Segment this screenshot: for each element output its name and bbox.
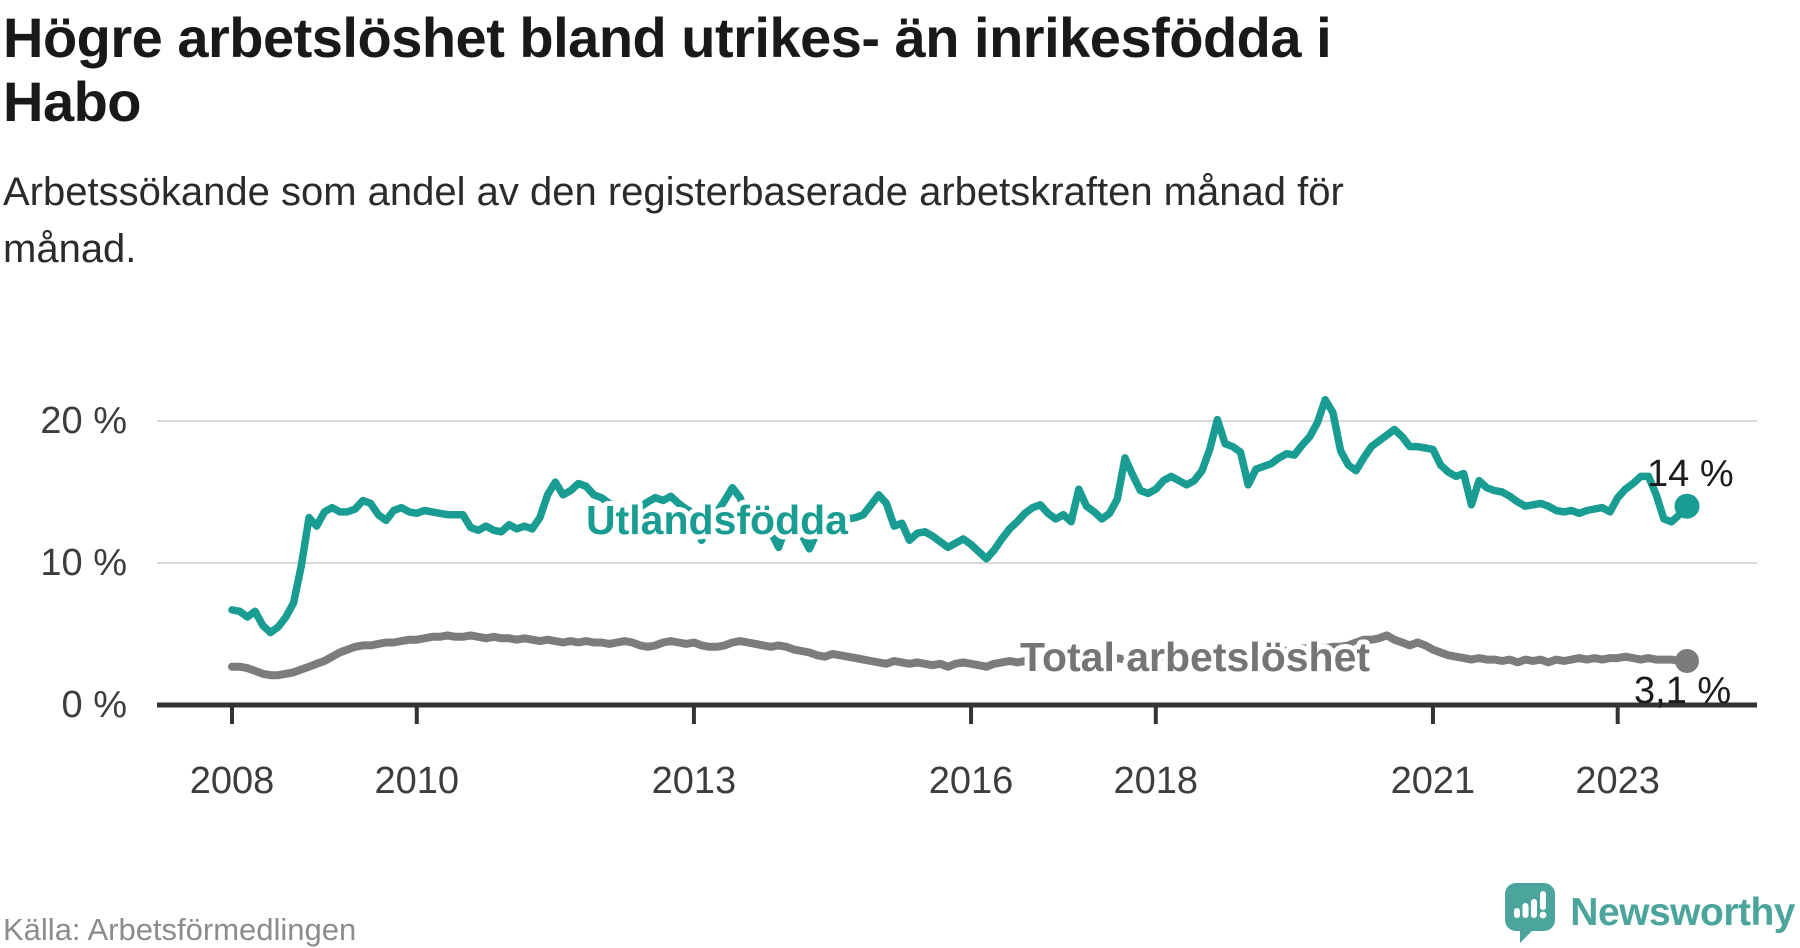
newsworthy-logo-icon	[1505, 883, 1556, 943]
subtitle-line-2: månad.	[3, 227, 137, 271]
x-axis-label: 2023	[1575, 760, 1660, 802]
series-line-utlandsfodda	[228, 395, 1691, 637]
series-end-dot-total	[1675, 649, 1699, 673]
series-label-total-arbetsloshet: Total arbetslöshet	[1020, 634, 1370, 680]
title-line-2: Habo	[3, 70, 142, 133]
title-line-1: Högre arbetslöshet bland utrikes- än inr…	[3, 6, 1332, 69]
series-end-dot-utlandsfodda	[1674, 493, 1700, 519]
end-value-label-utlandsfodda: 14 %	[1647, 453, 1734, 495]
x-axis-label: 2021	[1390, 760, 1476, 802]
x-axis-label: 2013	[651, 760, 737, 802]
series-line-total	[228, 631, 1691, 680]
source-note: Källa: Arbetsförmedlingen	[3, 912, 357, 947]
page-title: Högre arbetslöshet bland utrikes- än inr…	[3, 6, 1643, 134]
series-label-utlandsfodda: Utlandsfödda	[586, 497, 849, 543]
x-axis-label: 2010	[374, 760, 460, 802]
end-value-label-total: 3,1 %	[1634, 670, 1731, 712]
y-axis-label: 10 %	[40, 542, 127, 584]
brand-logo: Newsworthy	[1504, 882, 1795, 944]
x-axis-label: 2016	[928, 760, 1014, 802]
x-axis	[157, 702, 1757, 724]
chart-subtitle: Arbetssökande som andel av den registerb…	[3, 164, 1563, 278]
y-axis-label: 20 %	[40, 400, 127, 442]
brand-name: Newsworthy	[1570, 891, 1795, 934]
series-lines	[228, 395, 1700, 680]
gridlines	[157, 420, 1757, 564]
y-axis-label: 0 %	[61, 684, 127, 726]
x-axis-label: 2008	[189, 760, 275, 802]
x-axis-label: 2018	[1113, 760, 1199, 802]
subtitle-line-1: Arbetssökande som andel av den registerb…	[3, 170, 1344, 214]
